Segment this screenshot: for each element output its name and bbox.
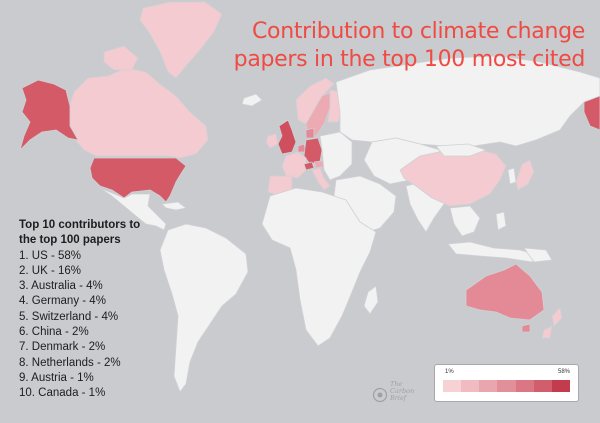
watermark-line: Brief [390,394,407,402]
contributor-item: 2. UK - 16% [19,264,81,277]
contributors-panel: Top 10 contributors to the top 100 paper… [19,218,199,402]
carbon-brief-logo-icon [372,387,388,403]
country-tasmania [521,323,531,333]
legend-swatches [443,380,570,392]
map-title-line-2: papers in the top 100 most cited [233,47,586,72]
map-title-line-1: Contribution to climate change [251,19,585,44]
country-denmark [305,127,315,139]
carbon-brief-watermark: The Carbon Brief [372,381,432,411]
map-title: Contribution to climate change papers in… [200,18,586,74]
country-germany [303,137,323,165]
country-uk [277,119,297,155]
country-eastern-europe [319,131,353,181]
contributor-item: 7. Denmark - 2% [19,341,106,354]
legend-min-label: 1% [445,369,454,375]
country-ireland [265,133,279,149]
contributor-item: 3. Australia - 4% [19,280,103,293]
country-new-zealand [541,307,563,339]
country-south-america [159,223,249,393]
country-iceland [241,93,263,107]
country-mongolia [435,143,487,157]
country-papua-new-guinea [523,247,553,263]
contributor-item: 9. Austria - 1% [19,371,94,384]
country-switzerland [303,161,315,171]
country-russia [335,55,600,147]
legend-swatch [443,380,462,392]
country-japan [515,159,535,191]
color-legend: 1% 58% [434,364,579,402]
country-australia [465,263,545,321]
country-france [281,151,307,179]
contributors-heading: Top 10 contributors to the top 100 paper… [19,218,199,249]
watermark-line: The [390,380,403,388]
country-canada [67,67,209,159]
legend-swatch [551,380,570,392]
country-philippines [495,211,507,231]
legend-swatch [479,380,498,392]
country-usa [89,157,187,203]
country-southeast-asia [449,205,481,237]
country-cuba [161,201,187,211]
country-mexico [99,187,167,231]
watermark-text: The Carbon Brief [390,381,430,402]
legend-swatch [497,380,516,392]
country-canada-islands [103,45,139,71]
legend-swatch [461,380,480,392]
contributor-item: 1. US - 58% [19,249,81,262]
contributor-item: 4. Germany - 4% [19,295,106,308]
country-africa [261,187,377,347]
contributor-item: 10. Canada - 1% [19,387,106,400]
contributor-item: 6. China - 2% [19,326,89,339]
contributor-item: 8. Netherlands - 2% [19,356,121,369]
legend-max-label: 58% [557,369,570,375]
contributor-item: 5. Switzerland - 4% [19,310,119,323]
country-greenland [139,1,223,79]
contributors-heading-line-2: the top 100 papers [19,234,121,247]
legend-swatch [533,380,552,392]
contributors-heading-line-1: Top 10 contributors to [19,219,141,231]
country-italy [311,167,331,191]
country-madagascar [363,285,379,315]
contributors-list: 1. US - 58% 2. UK - 16% 3. Australia - 4… [19,249,199,402]
legend-swatch [515,380,534,392]
country-alaska [19,79,79,151]
watermark-line: Carbon [390,387,415,395]
